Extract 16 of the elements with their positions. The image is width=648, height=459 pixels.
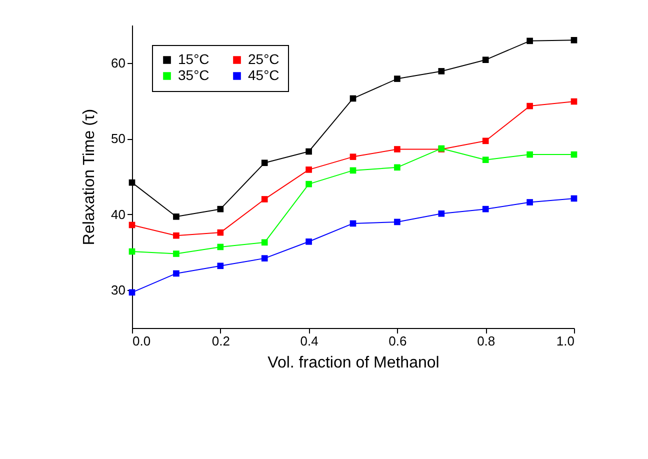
- x-tick-label: 0.0: [132, 334, 151, 348]
- y-tick-label: 60: [111, 55, 126, 70]
- x-axis-title: Vol. fraction of Methanol: [268, 354, 440, 372]
- y-axis-title: Relaxation Time (τ): [81, 108, 98, 246]
- x-tick-label: 0.6: [388, 334, 407, 348]
- x-tick-label: 0.8: [477, 334, 496, 348]
- legend-label: 35°C: [178, 67, 210, 83]
- y-tick-label: 40: [111, 206, 126, 222]
- x-tick-label: 0.4: [300, 334, 318, 348]
- x-tick-label: 0.2: [212, 334, 230, 348]
- legend-label: 45°C: [248, 67, 280, 83]
- y-tick-label: 50: [111, 131, 126, 146]
- y-tick-label: 30: [111, 282, 126, 298]
- legend-label: 15°C: [178, 51, 210, 67]
- x-tick-label: 1.0: [556, 334, 574, 348]
- legend-label: 25°C: [248, 51, 280, 67]
